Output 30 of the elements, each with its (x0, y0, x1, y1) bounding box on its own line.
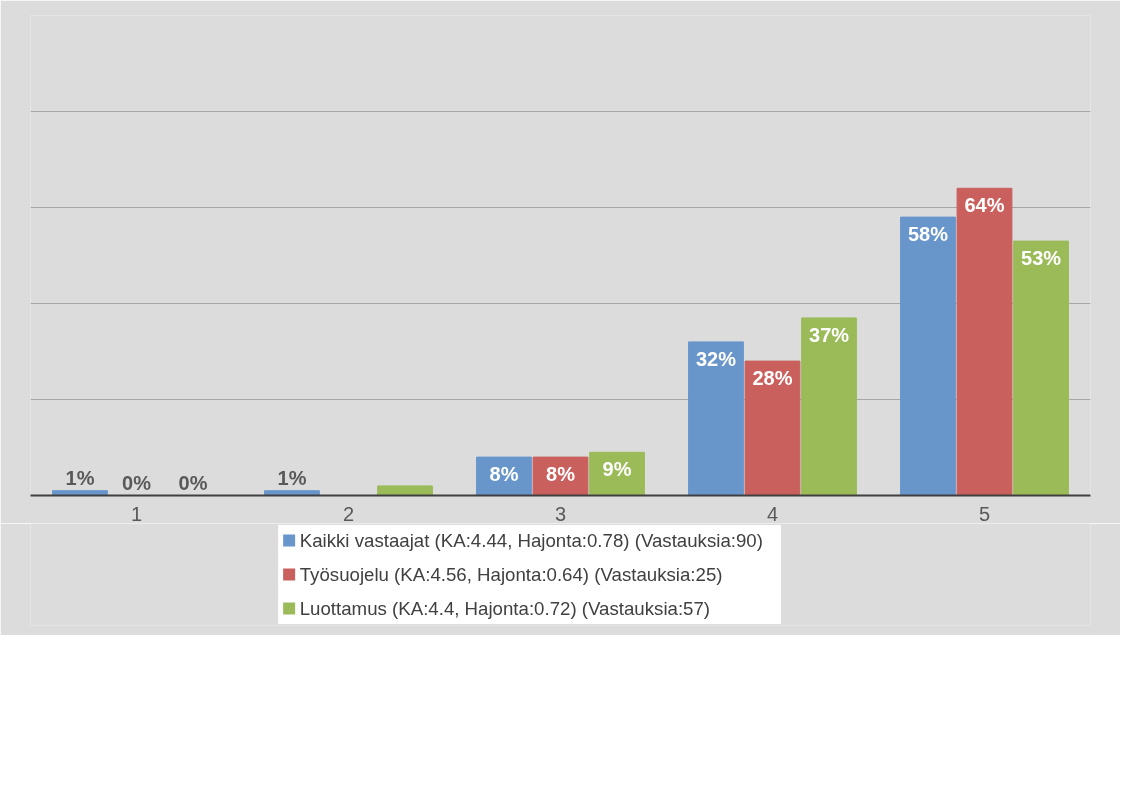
x-tick-label: 4 (766, 502, 779, 525)
x-tick-label: 5 (978, 502, 991, 525)
data-label: 32% (695, 347, 737, 370)
legend-label: Kaikki vastaajat (KA:4.44, Hajonta:0.78) (Vastauksia:90) (299, 530, 763, 551)
data-label: 8% (546, 463, 576, 486)
data-label: 37% (809, 323, 850, 346)
data-label: 8% (489, 463, 519, 486)
x-tick-label: 3 (554, 502, 567, 525)
legend-label: Luottamus (KA:4.4, Hajonta:0.72) (Vastauksia:57) (299, 598, 711, 619)
bar (377, 485, 433, 496)
bar (264, 490, 320, 496)
data-label: 0% (122, 471, 152, 494)
data-label: 9% (602, 458, 632, 481)
data-label: 1% (277, 466, 307, 489)
bar (801, 317, 857, 496)
data-label: 58% (907, 223, 949, 246)
bar (744, 360, 801, 496)
data-label: 53% (1021, 247, 1062, 270)
data-label: 1% (65, 466, 95, 489)
data-label: 64% (964, 194, 1005, 217)
bar (52, 490, 108, 496)
bar (688, 341, 744, 496)
bar (1013, 240, 1069, 496)
bar (900, 216, 956, 496)
bar (956, 187, 1013, 496)
data-label: 28% (752, 367, 793, 390)
x-tick-label: 1 (130, 502, 143, 525)
legend-label: Työsuojelu (KA:4.56, Hajonta:0.64) (Vastauksia:25) (299, 564, 723, 585)
data-label: 0% (178, 471, 208, 494)
x-tick-label: 2 (342, 502, 355, 525)
